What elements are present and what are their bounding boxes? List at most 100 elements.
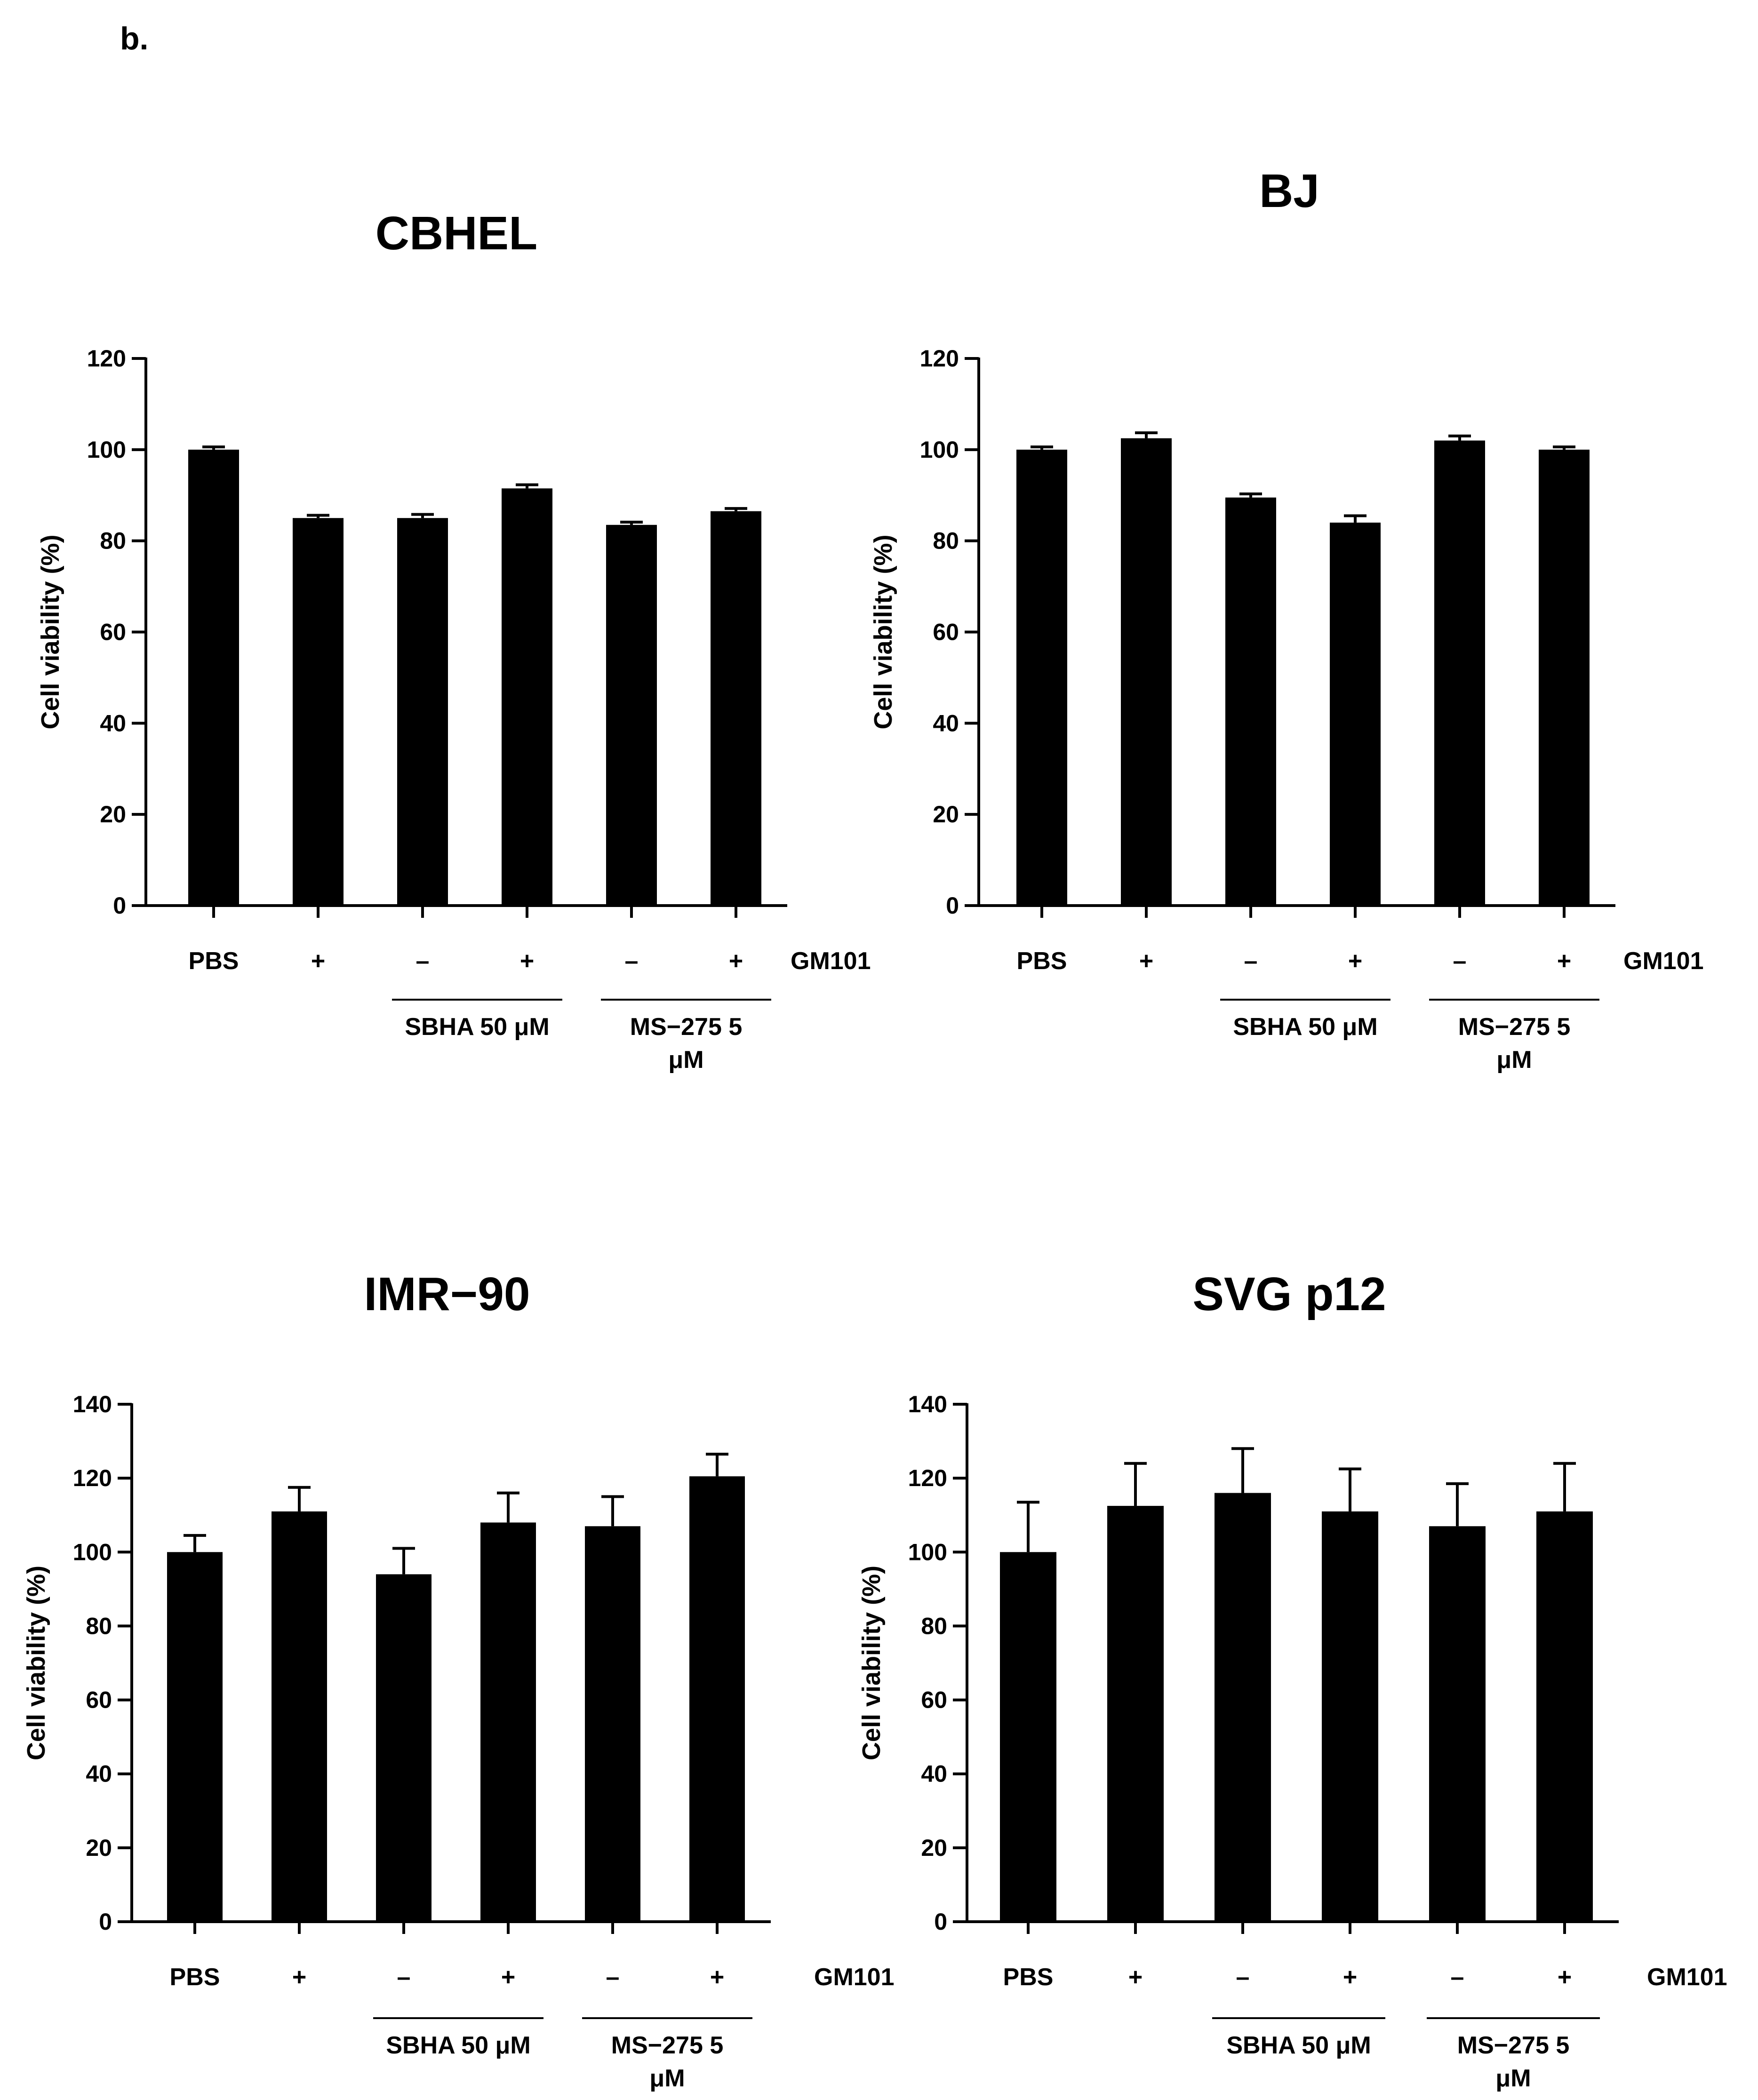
bar [1322, 1511, 1378, 1922]
chart-bj: BJ 0 20 40 60 80 100 120 Cell viability (%) PBS + –… [869, 165, 1704, 1074]
bar [1215, 1493, 1271, 1922]
y-tick-label: 80 [933, 528, 959, 554]
panel-label: b. [120, 21, 148, 56]
x-category-label: PBS [170, 1964, 220, 1991]
x-category-label: – [1451, 1964, 1464, 1991]
chart-imr90: IMR−90 0 20 40 60 80 100 120 140 Cell viability (… [22, 1268, 895, 2092]
y-tick-label: 40 [933, 710, 959, 736]
bar [1539, 449, 1590, 906]
bar [606, 525, 657, 906]
x-category-label: – [625, 947, 639, 975]
x-category-label: PBS [1003, 1964, 1054, 1991]
y-tick-label: 100 [920, 437, 959, 463]
y-tick-label: 20 [933, 801, 959, 827]
y-tick-label: 120 [73, 1465, 112, 1491]
x-category-label: – [397, 1964, 411, 1991]
bar [167, 1552, 223, 1922]
x-category-label: + [1343, 1964, 1357, 1991]
y-axis-label: Cell viability (%) [22, 1566, 50, 1760]
bar [376, 1574, 432, 1922]
y-tick-label: 80 [100, 528, 126, 554]
group-label: MS−275 5 [630, 1013, 743, 1041]
bar [502, 488, 552, 906]
group-label: μM [1495, 2065, 1531, 2092]
x-category-label: + [710, 1964, 724, 1991]
row-label-gm101: GM101 [791, 947, 871, 975]
group-label: μM [668, 1046, 703, 1074]
group-label: MS−275 5 [611, 2032, 724, 2059]
bar [480, 1522, 536, 1922]
y-tick-label: 80 [921, 1613, 947, 1639]
row-label-gm101: GM101 [1623, 947, 1704, 975]
x-category-label: – [1236, 1964, 1250, 1991]
group-label: μM [1496, 1046, 1532, 1074]
chart-title: IMR−90 [364, 1268, 530, 1320]
bar [1536, 1511, 1593, 1922]
y-tick-label: 20 [86, 1835, 112, 1861]
y-tick-label: 100 [87, 437, 126, 463]
group-label: SBHA 50 μM [1226, 2032, 1371, 2059]
group-label: MS−275 5 [1458, 1013, 1571, 1041]
chart-svg-p12: SVG p12 0 20 40 60 80 100 120 140 Cell viability … [857, 1268, 1727, 2092]
y-tick-label: 0 [113, 892, 126, 919]
bar [585, 1526, 640, 1922]
y-tick-label: 0 [934, 1909, 947, 1935]
bar [188, 449, 239, 906]
y-tick-label: 140 [73, 1391, 112, 1417]
x-category-label: – [416, 947, 430, 975]
y-tick-label: 60 [921, 1687, 947, 1713]
chart-title: CBHEL [376, 207, 537, 260]
y-tick-label: 120 [908, 1465, 947, 1491]
y-axis-label: Cell viability (%) [36, 534, 64, 729]
bar [1225, 497, 1276, 906]
y-tick-label: 60 [933, 619, 959, 645]
y-tick-label: 40 [86, 1761, 112, 1787]
row-label-gm101: GM101 [814, 1964, 895, 1991]
y-tick-label: 40 [100, 710, 126, 736]
x-category-label: – [606, 1964, 620, 1991]
group-label: MS−275 5 [1457, 2032, 1570, 2059]
x-category-label: + [501, 1964, 515, 1991]
x-category-label: – [1453, 947, 1467, 975]
x-category-label: + [729, 947, 743, 975]
chart-cbhel: CBHEL 0 20 40 60 80 100 120 Cell viability (%) PB… [36, 207, 871, 1074]
y-axis-label: Cell viability (%) [857, 1566, 886, 1760]
x-category-label: + [292, 1964, 306, 1991]
x-category-label: + [520, 947, 534, 975]
bar [1016, 449, 1067, 906]
chart-title: SVG p12 [1192, 1268, 1386, 1320]
row-label-gm101: GM101 [1647, 1964, 1727, 1991]
bar [711, 511, 761, 906]
y-tick-label: 100 [73, 1539, 112, 1565]
y-tick-label: 140 [908, 1391, 947, 1417]
y-tick-label: 120 [920, 345, 959, 372]
group-label: SBHA 50 μM [386, 2032, 530, 2059]
x-category-label: + [1139, 947, 1153, 975]
bar [293, 518, 344, 906]
y-axis-label: Cell viability (%) [869, 534, 897, 729]
y-tick-label: 60 [100, 619, 126, 645]
x-category-label: + [311, 947, 325, 975]
x-category-label: + [1558, 1964, 1572, 1991]
x-category-label: + [1557, 947, 1571, 975]
y-tick-label: 60 [86, 1687, 112, 1713]
x-category-label: + [1128, 1964, 1143, 1991]
y-tick-label: 20 [100, 801, 126, 827]
y-tick-label: 40 [921, 1761, 947, 1787]
x-category-label: – [1244, 947, 1258, 975]
group-label: SBHA 50 μM [1233, 1013, 1377, 1041]
x-category-label: PBS [189, 947, 239, 975]
y-tick-label: 20 [921, 1835, 947, 1861]
y-tick-label: 0 [946, 892, 959, 919]
chart-title: BJ [1259, 165, 1319, 217]
group-label: μM [649, 2065, 685, 2092]
y-tick-label: 100 [908, 1539, 947, 1565]
bar [1434, 440, 1485, 906]
bar [1330, 522, 1381, 906]
bar [1429, 1526, 1486, 1922]
group-label: SBHA 50 μM [405, 1013, 549, 1041]
bar [397, 518, 448, 906]
y-tick-label: 0 [99, 1909, 112, 1935]
x-category-label: + [1348, 947, 1362, 975]
y-tick-label: 120 [87, 345, 126, 372]
